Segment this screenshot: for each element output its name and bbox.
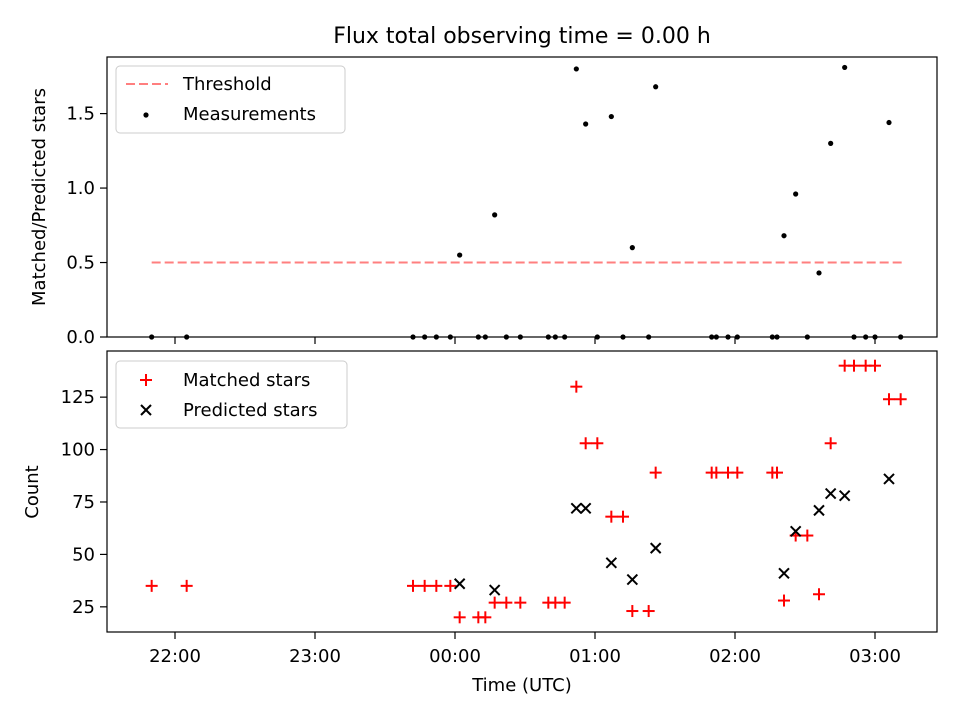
count-x-ticks: 22:00 23:00 00:00 01:00 02:00 03:00 [149, 632, 901, 667]
ratio-panel: 0.0 0.5 1.0 1.5 Matched/Predicted stars Thr… [29, 56, 938, 348]
matched-star-point [869, 359, 881, 372]
matched-star-point [180, 579, 193, 592]
predicted-star-point [605, 557, 618, 569]
y-tick-label: 0.0 [66, 327, 95, 348]
matched-star-point [801, 529, 814, 542]
measurement-point [781, 233, 787, 239]
matched-star-point [883, 393, 895, 406]
matched-star-point [453, 611, 466, 624]
matched-star-point [418, 579, 431, 592]
predicted-star-point [838, 489, 851, 502]
measurement-point [816, 270, 822, 276]
predicted-star-points [453, 473, 895, 596]
y-tick-label: 1.0 [66, 178, 95, 199]
count-y-ticks: 25 50 75 100 125 [61, 387, 107, 618]
matched-star-point [407, 579, 419, 592]
matched-star-point [430, 579, 443, 592]
x-tick-label: 00:00 [429, 646, 481, 667]
matched-star-point [894, 393, 907, 406]
matched-star-point [570, 380, 583, 393]
predicted-star-point [789, 525, 802, 538]
matched-star-point [605, 510, 618, 523]
measurement-point [828, 140, 834, 146]
count-legend-box [115, 360, 348, 429]
count-y-axis-label: Count [22, 465, 43, 518]
x-tick-label: 01:00 [569, 646, 621, 667]
matched-star-point [649, 466, 662, 479]
measurement-point [886, 119, 892, 126]
ratio-y-ticks: 0.0 0.5 1.0 1.5 [66, 104, 107, 348]
predicted-star-point [813, 504, 825, 517]
measurement-point [608, 113, 614, 120]
x-axis-label: Time (UTC) [471, 675, 572, 696]
matched-star-point [710, 466, 723, 479]
y-tick-label: 0.5 [66, 253, 95, 274]
matched-star-point [145, 579, 158, 592]
matched-star-point [771, 466, 783, 479]
ratio-legend: Threshold Measurements [115, 65, 346, 134]
x-tick-label: 23:00 [289, 646, 341, 667]
ratio-axes-frame [106, 56, 938, 338]
figure-title: Flux total observing time = 0.00 h [333, 24, 711, 49]
count-legend: Matched stars Predicted stars [115, 360, 348, 429]
predicted-star-point [579, 502, 592, 514]
predicted-star-point [453, 578, 466, 590]
legend-matched-swatch [140, 374, 152, 386]
legend-measurements-label: Measurements [183, 104, 316, 125]
matched-star-point [488, 596, 501, 609]
legend-matched-label: Matched stars [183, 370, 310, 391]
measurement-point [492, 212, 498, 218]
predicted-star-point [570, 502, 583, 514]
matched-star-point [579, 437, 592, 450]
measurement-point [629, 245, 635, 251]
y-tick-label: 75 [72, 492, 95, 513]
predicted-star-point [626, 573, 639, 586]
matched-star-point [591, 437, 604, 450]
legend-threshold-label: Threshold [182, 74, 272, 95]
predicted-star-point [824, 487, 837, 500]
ratio-legend-box [115, 65, 346, 134]
matched-star-point [479, 611, 492, 624]
matched-star-point [500, 596, 513, 609]
x-tick-label: 22:00 [149, 646, 201, 667]
measurement-point [583, 121, 589, 127]
matched-star-point [444, 579, 457, 592]
predicted-star-point [883, 473, 895, 485]
measurement-point [842, 64, 848, 71]
legend-predicted-swatch [140, 404, 152, 416]
matched-star-point [731, 466, 744, 479]
matched-star-points [145, 359, 907, 624]
measurement-point [653, 84, 659, 90]
count-axes-frame [106, 350, 938, 633]
predicted-star-point [778, 567, 790, 579]
matched-star-point [848, 359, 860, 372]
x-tick-label: 02:00 [709, 646, 761, 667]
y-tick-label: 100 [61, 440, 95, 461]
count-panel: 25 50 75 100 125 22:00 23:00 00:00 01:00 02:00 03… [22, 350, 938, 696]
matched-star-point [514, 596, 527, 609]
measurement-point [573, 66, 579, 72]
predicted-star-point [649, 542, 662, 554]
matched-star-point [558, 596, 571, 609]
matched-star-point [824, 437, 837, 450]
matched-star-point [642, 605, 655, 618]
predicted-star-point [488, 584, 501, 596]
x-tick-label: 03:00 [849, 646, 901, 667]
legend-measurements-swatch [143, 112, 149, 118]
matched-star-point [617, 510, 629, 523]
legend-predicted-label: Predicted stars [183, 400, 317, 421]
y-tick-label: 1.5 [66, 104, 95, 125]
matched-star-point [626, 605, 639, 618]
measurement-point [457, 252, 463, 258]
matched-star-point [778, 594, 790, 607]
y-tick-label: 25 [72, 597, 95, 618]
y-tick-label: 125 [61, 387, 95, 408]
y-tick-label: 50 [72, 544, 95, 565]
measurement-point [793, 191, 799, 197]
matched-star-point [813, 588, 825, 601]
ratio-y-axis-label: Matched/Predicted stars [29, 88, 50, 306]
